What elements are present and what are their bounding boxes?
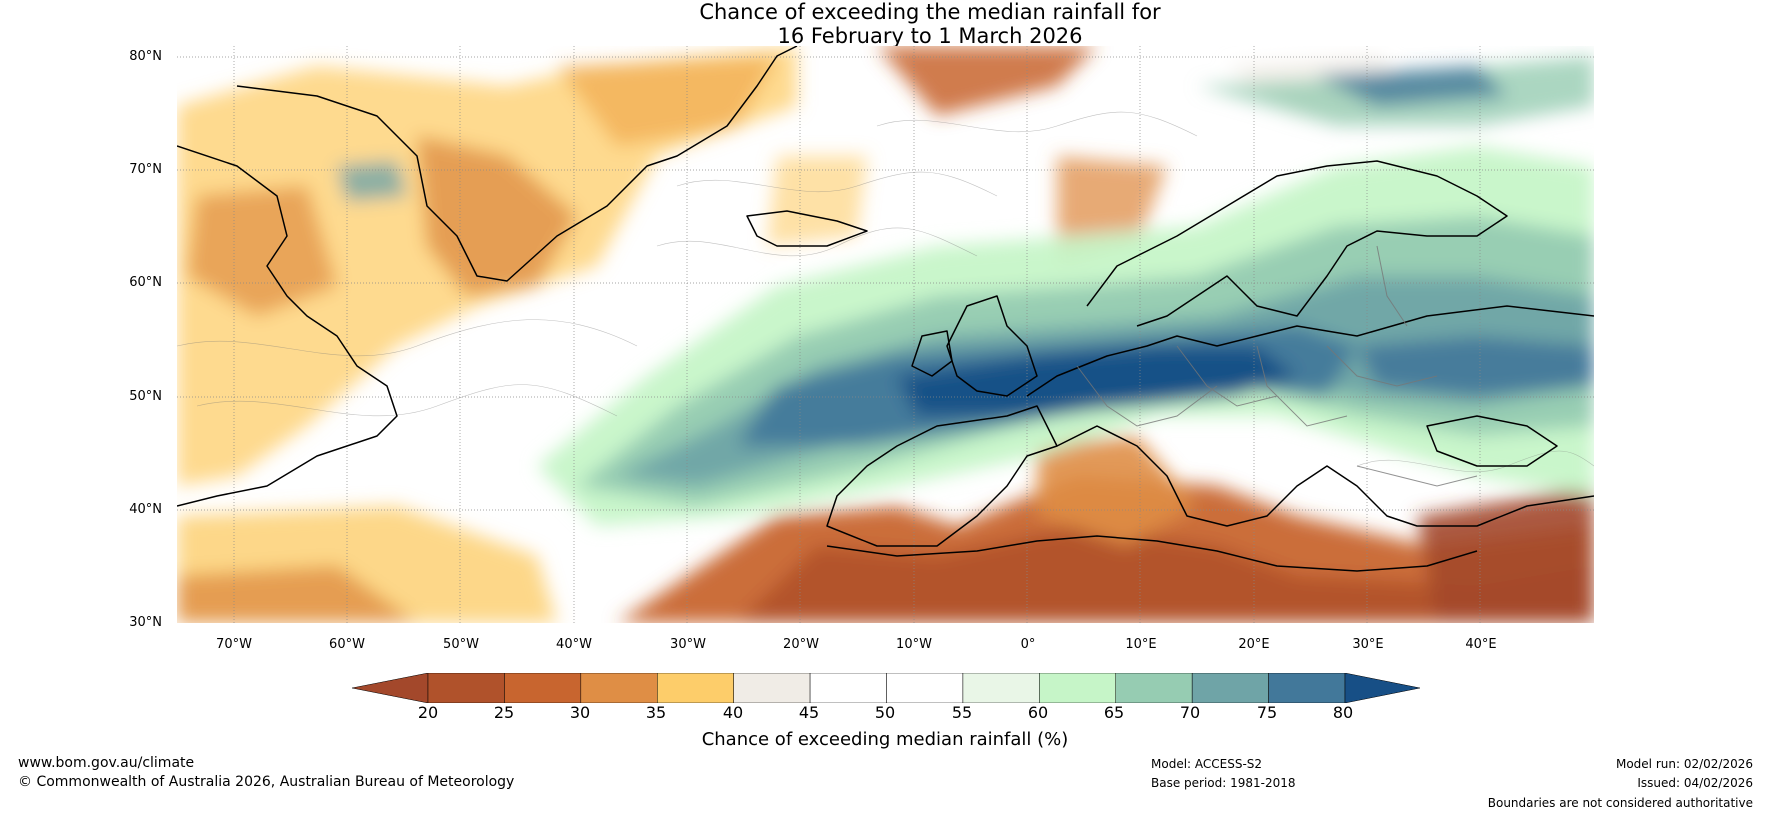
colorbar-under-arrow xyxy=(352,673,429,703)
lon-label: 10°E xyxy=(1125,637,1157,652)
colorbar-bin xyxy=(886,673,964,703)
colorbar-bin xyxy=(1191,673,1269,703)
lon-label: 30°W xyxy=(670,637,706,652)
lon-label: 10°W xyxy=(896,637,932,652)
colorbar-tick: 50 xyxy=(874,703,896,722)
iceland-coast xyxy=(746,210,868,247)
rainfall-anomaly-field xyxy=(177,46,1594,623)
lat-label: 50°N xyxy=(129,389,162,404)
graticule xyxy=(177,46,1594,623)
colorbar-tick: 45 xyxy=(798,703,820,722)
colorbar-tick: 55 xyxy=(951,703,973,722)
europe-coast xyxy=(1026,305,1594,397)
base-period-text: Base period: 1981-2018 xyxy=(1151,776,1296,790)
colorbar-bin xyxy=(580,673,658,703)
canada-coast xyxy=(177,145,398,507)
lon-label: 0° xyxy=(1020,637,1036,652)
colorbar xyxy=(352,673,1420,703)
colorbar-tick: 80 xyxy=(1332,703,1354,722)
colorbar-tick: 20 xyxy=(417,703,439,722)
colorbar-over-arrow xyxy=(1344,673,1420,703)
issued-text: Issued: 04/02/2026 xyxy=(1637,776,1753,790)
colorbar-label: Chance of exceeding median rainfall (%) xyxy=(701,729,1069,750)
lon-label: 20°E xyxy=(1238,637,1270,652)
greenland-coast xyxy=(236,46,798,282)
colorbar-bin xyxy=(809,673,887,703)
colorbar-bin xyxy=(1039,673,1116,703)
title-line-1: Chance of exceeding the median rainfall … xyxy=(699,0,1161,24)
lon-label: 30°E xyxy=(1352,637,1384,652)
disclaimer-text: Boundaries are not considered authoritat… xyxy=(1487,796,1753,810)
colorbar-bin xyxy=(657,673,734,703)
colorbar-tick: 25 xyxy=(493,703,515,722)
colorbar-bin xyxy=(1115,673,1193,703)
colorbar-tick: 75 xyxy=(1256,703,1278,722)
black-sea-coast xyxy=(1426,415,1558,467)
coastlines xyxy=(177,46,1594,572)
colorbar-tick: 70 xyxy=(1179,703,1201,722)
lat-label: 70°N xyxy=(129,162,162,177)
colorbar-tick: 30 xyxy=(569,703,591,722)
lat-label: 80°N xyxy=(129,49,162,64)
copyright-text: © Commonwealth of Australia 2026, Austra… xyxy=(18,774,515,790)
lon-label: 70°W xyxy=(216,637,252,652)
lon-label: 20°W xyxy=(783,637,819,652)
lat-label: 30°N xyxy=(129,615,162,630)
lon-label: 40°E xyxy=(1465,637,1497,652)
website-link[interactable]: www.bom.gov.au/climate xyxy=(18,755,195,771)
colorbar-tick: 65 xyxy=(1103,703,1125,722)
colorbar-bins xyxy=(427,673,1346,703)
country-borders xyxy=(1076,245,1478,487)
ireland-coast xyxy=(911,330,953,377)
colorbar-tick: 35 xyxy=(645,703,667,722)
north-africa-coast xyxy=(826,535,1478,572)
contour-lines xyxy=(177,111,1594,473)
iberia-coast xyxy=(826,405,1058,547)
lon-label: 50°W xyxy=(443,637,479,652)
model-text: Model: ACCESS-S2 xyxy=(1151,757,1263,771)
colorbar-bin xyxy=(733,673,811,703)
lon-label: 60°W xyxy=(329,637,365,652)
model-run-text: Model run: 02/02/2026 xyxy=(1615,757,1753,771)
map-title: Chance of exceeding the median rainfall … xyxy=(0,0,1770,48)
lat-label: 40°N xyxy=(129,502,162,517)
colorbar-tick: 60 xyxy=(1027,703,1049,722)
title-line-2: 16 February to 1 March 2026 xyxy=(777,24,1083,48)
colorbar-bin xyxy=(1268,673,1346,703)
scandinavia-coast xyxy=(1086,160,1508,327)
lat-label: 60°N xyxy=(129,275,162,290)
lon-label: 40°W xyxy=(556,637,592,652)
colorbar-tick: 40 xyxy=(722,703,744,722)
mediterranean-coast xyxy=(1056,425,1594,527)
colorbar-bin xyxy=(504,673,582,703)
rainfall-map xyxy=(177,46,1594,623)
colorbar-bin xyxy=(962,673,1040,703)
colorbar-bin xyxy=(427,673,505,703)
